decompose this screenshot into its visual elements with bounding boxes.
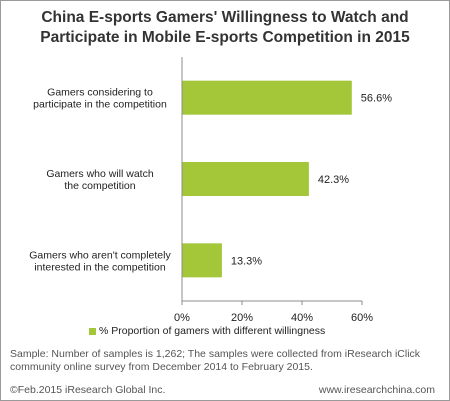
category-label-1-line-1: Gamers considering to [47,87,153,99]
bar-chart: 56.6% Gamers considering to participate in… [29,57,392,321]
category-label-1-line-2: participate in the competition [33,99,167,111]
category-label-3-line-2: interested in the competition [34,261,165,273]
sample-note: Sample: Number of samples is 1,262; The … [10,348,421,373]
bar-1 [182,80,352,115]
x-tick-label-1: 0% [174,312,190,321]
legend-label: % Proportion of gamers with different wi… [99,325,326,337]
data-label-3: 13.3% [231,255,262,267]
category-label-3: Gamers who aren't completely interested i… [29,249,171,273]
copyright-text: ©Feb.2015 iResearch Global Inc. [10,384,166,396]
chart-title: China E-sports Gamers' Willingness to Wa… [1,8,449,48]
legend-swatch [89,327,96,335]
category-label-3-line-1: Gamers who aren't completely [29,249,171,261]
x-tick-label-4: 60% [351,312,373,321]
data-label-1: 56.6% [361,93,392,105]
data-label-2: 42.3% [318,174,349,186]
chart-title-line-1: China E-sports Gamers' Willingness to Wa… [41,9,409,26]
x-tick-label-3: 40% [291,312,313,321]
category-label-1: Gamers considering to participate in the … [33,87,167,111]
website-text: www.iresearchchina.com [318,384,435,396]
category-label-2-line-2: the competition [64,180,135,192]
bar-2 [182,162,309,196]
bar-3 [182,243,222,278]
category-label-2: Gamers who will watch the competition [46,168,154,192]
legend: % Proportion of gamers with different wi… [89,325,325,337]
category-label-2-line-1: Gamers who will watch [46,168,154,180]
x-tick-label-2: 20% [231,312,253,321]
chart-title-line-2: Participate in Mobile E-sports Competiti… [40,29,410,46]
